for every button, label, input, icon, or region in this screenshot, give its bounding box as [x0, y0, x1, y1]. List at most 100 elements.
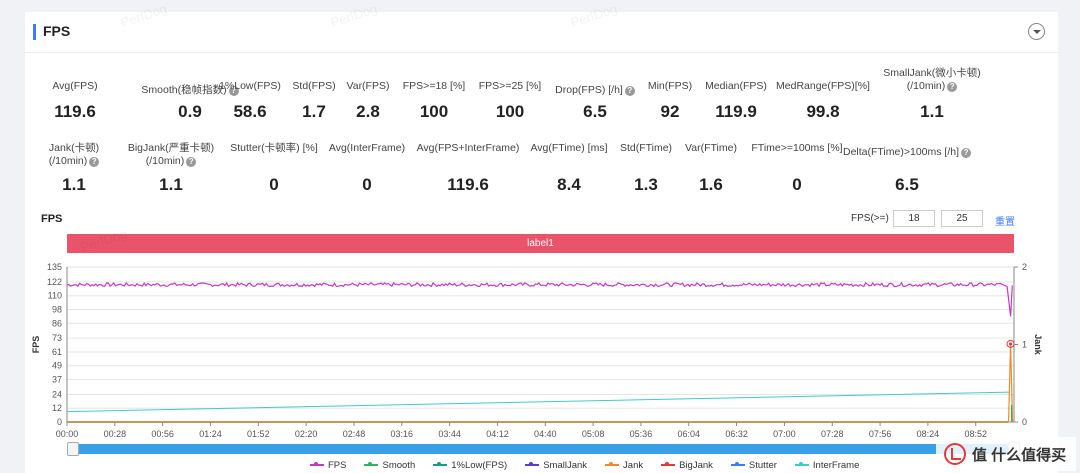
legend-item[interactable]: FPS [310, 460, 346, 471]
legend-label: Smooth [382, 459, 416, 471]
stat-label: Avg(FPS) [52, 80, 98, 92]
stat-value: 119.6 [54, 102, 96, 121]
stat-label: Drop(FPS) [/h] [555, 84, 623, 96]
x-tick-label: 03:44 [438, 429, 461, 439]
y-left-axis-title: FPS [31, 336, 41, 354]
x-tick-label: 02:20 [295, 429, 318, 439]
stat-label: Avg(InterFrame) [328, 142, 406, 154]
label-band[interactable]: label1 [67, 234, 1014, 253]
stat-stats_row1-11: SmallJank(微小卡顿) (/10min)? 1.1 [857, 67, 1007, 127]
x-tick-label: 00:56 [151, 429, 174, 439]
series-fps-line [66, 281, 1013, 317]
help-icon[interactable]: ? [961, 148, 972, 158]
reset-link[interactable]: 重置 [995, 217, 1015, 228]
stat-stats_row1-3: Std(FPS) 1.7 [239, 80, 389, 140]
x-tick-label: 00:28 [104, 429, 127, 439]
stat-stats_row2-9: Delta(FTime)>100ms [/h]? 6.5 [832, 142, 982, 202]
legend-swatch-icon [525, 462, 540, 466]
stat-label: Avg(FPS+InterFrame) [416, 142, 520, 154]
stat-label: FTime>=100ms [%] [751, 142, 843, 154]
x-tick-label: 00:00 [56, 429, 79, 439]
stat-stats_row1-6: FPS>=25 [%] 100 [435, 80, 585, 140]
stat-label-line2: (/10min)? [0, 155, 149, 168]
y-right-axis-title: Jank [1033, 334, 1043, 356]
x-tick-label: 07:56 [869, 429, 892, 439]
stat-value: 6.5 [895, 175, 919, 194]
stat-value: 0 [792, 175, 802, 194]
y-right-tick-label: 1 [1022, 340, 1027, 350]
help-icon[interactable]: ? [89, 157, 100, 167]
x-tick-label: 06:04 [678, 429, 701, 439]
stat-label-unit: (/10min) [48, 155, 88, 167]
legend-item[interactable]: Smooth [364, 460, 415, 471]
collapse-chevron-icon[interactable] [1028, 23, 1045, 40]
stat-stats_row1-5: FPS>=18 [%] 100 [359, 80, 509, 140]
legend-item[interactable]: InterFrame [794, 459, 860, 471]
stat-stats_row1-4: Var(FPS) 2.8 [293, 80, 443, 140]
fps-threshold-input-2[interactable] [941, 210, 983, 227]
stat-label: Stutter(卡顿率) [%] [230, 142, 318, 154]
legend-item[interactable]: Stutter [730, 460, 777, 471]
legend-item[interactable]: 1%Low(FPS) [433, 460, 507, 471]
stat-value: 0.9 [178, 102, 202, 121]
x-tick-label: 05:36 [630, 429, 653, 439]
legend-item[interactable]: BigJank [661, 460, 713, 471]
help-icon[interactable]: ? [186, 157, 197, 167]
panel-title: FPS [43, 23, 71, 39]
fps-threshold-input-1[interactable] [893, 210, 935, 227]
stat-label-unit: (/10min) [145, 155, 185, 167]
stat-label: FPS>=18 [%] [402, 80, 466, 92]
panel-header: FPS [25, 12, 1058, 52]
stat-stats_row2-8: FTime>=100ms [%] 0 [722, 142, 872, 202]
stat-label: 1%Low(FPS) [219, 80, 281, 92]
stat-stats_row2-5: Avg(FTime) [ms] 8.4 [494, 142, 644, 202]
legend-label: Jank [623, 459, 644, 471]
y-tick-label: 24 [52, 389, 62, 399]
x-tick-label: 07:00 [773, 429, 796, 439]
help-icon[interactable]: ? [624, 86, 635, 96]
scrollbar-left-handle[interactable] [67, 442, 79, 456]
stat-value: 58.6 [233, 102, 267, 121]
y-tick-label: 49 [52, 361, 62, 371]
x-tick-label: 07:28 [821, 429, 844, 439]
legend-swatch-icon [661, 462, 676, 466]
legend-swatch-icon [605, 462, 620, 466]
legend-label: InterFrame [812, 459, 860, 471]
stat-value: 92 [660, 102, 680, 121]
time-scrollbar-range[interactable] [78, 444, 1014, 454]
legend-label: SmallJank [543, 459, 588, 471]
stat-value: 0 [362, 175, 372, 194]
legend-label: BigJank [679, 459, 713, 471]
y-tick-label: 135 [47, 262, 62, 272]
x-tick-label: 05:08 [582, 429, 605, 439]
series-bigjank-marker-dot [1008, 342, 1013, 346]
help-icon[interactable]: ? [228, 86, 239, 96]
x-tick-label: 08:24 [917, 429, 940, 439]
corner-badge-text: 值 什么值得买 [972, 446, 1067, 464]
y-tick-label: 98 [52, 304, 62, 314]
y-tick-label: 0 [57, 417, 62, 427]
stat-value: 100 [419, 102, 449, 121]
stat-value: 100 [495, 102, 525, 121]
series-interframe-line [66, 391, 1011, 413]
legend-item[interactable]: SmallJank [525, 460, 587, 471]
header-divider [25, 52, 1058, 53]
help-icon[interactable]: ? [947, 82, 958, 92]
stat-value: 99.8 [806, 102, 840, 121]
stat-stats_row1-7: Drop(FPS) [/h]? 6.5 [520, 80, 670, 140]
legend-swatch-icon [730, 462, 745, 466]
stat-label: BigJank(严重卡顿) [127, 142, 215, 154]
legend-item[interactable]: Jank [605, 460, 643, 471]
stat-stats_row2-1: BigJank(严重卡顿) (/10min)? 1.1 [96, 142, 246, 202]
legend-swatch-icon [794, 462, 809, 466]
stat-value: 0 [269, 175, 279, 194]
stat-value: 1.7 [302, 102, 326, 121]
stat-label: Std(FTime) [619, 142, 673, 154]
y-tick-label: 61 [52, 347, 62, 357]
legend-label: 1%Low(FPS) [451, 459, 508, 471]
chart-legend: FPS Smooth 1%Low(FPS) SmallJank Jank BigJank S… [310, 458, 859, 472]
stat-label: FPS>=25 [%] [478, 80, 542, 92]
stat-label: Avg(FTime) [ms] [530, 142, 608, 154]
stat-value: 1.3 [634, 175, 658, 194]
